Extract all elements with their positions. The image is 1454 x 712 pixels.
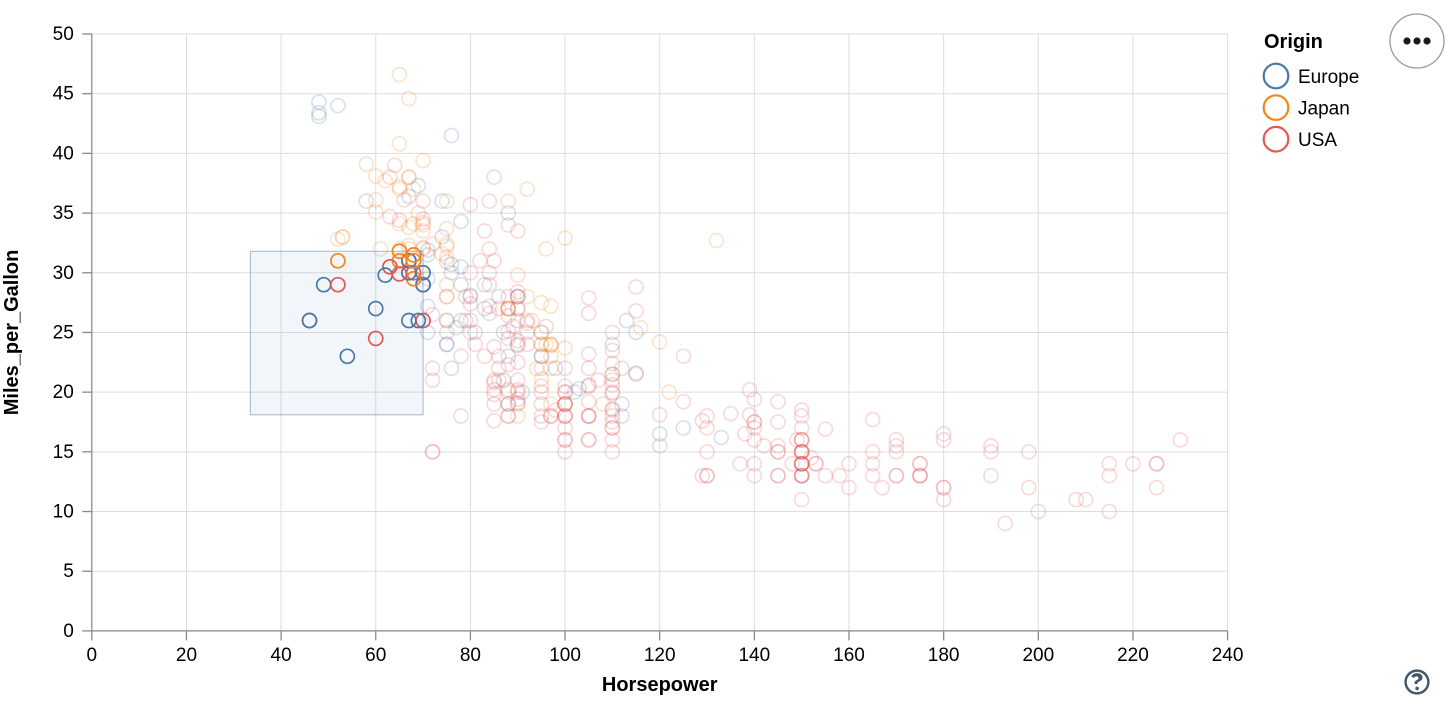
svg-text:80: 80	[460, 645, 481, 666]
svg-text:35: 35	[53, 203, 74, 224]
svg-text:20: 20	[176, 645, 197, 666]
svg-text:50: 50	[53, 24, 74, 45]
svg-text:45: 45	[53, 84, 74, 105]
svg-text:Japan: Japan	[1298, 99, 1350, 120]
svg-text:Miles_per_Gallon: Miles_per_Gallon	[1, 250, 23, 416]
svg-text:180: 180	[928, 645, 960, 666]
svg-text:240: 240	[1212, 645, 1244, 666]
svg-text:140: 140	[738, 645, 770, 666]
svg-text:40: 40	[271, 645, 292, 666]
svg-text:30: 30	[53, 263, 74, 284]
svg-text:USA: USA	[1298, 130, 1337, 151]
svg-text:15: 15	[53, 442, 74, 463]
svg-text:100: 100	[549, 645, 581, 666]
svg-text:120: 120	[644, 645, 676, 666]
svg-text:5: 5	[63, 561, 74, 582]
svg-text:0: 0	[87, 645, 98, 666]
svg-text:220: 220	[1117, 645, 1149, 666]
svg-text:160: 160	[833, 645, 865, 666]
svg-text:20: 20	[53, 382, 74, 403]
svg-text:10: 10	[53, 502, 74, 523]
svg-text:200: 200	[1022, 645, 1054, 666]
svg-text:60: 60	[365, 645, 386, 666]
svg-text:Horsepower: Horsepower	[602, 674, 718, 696]
svg-text:25: 25	[53, 322, 74, 343]
svg-text:Origin: Origin	[1264, 31, 1323, 53]
svg-text:0: 0	[63, 621, 74, 642]
svg-text:40: 40	[53, 143, 74, 164]
svg-text:Europe: Europe	[1298, 67, 1359, 88]
